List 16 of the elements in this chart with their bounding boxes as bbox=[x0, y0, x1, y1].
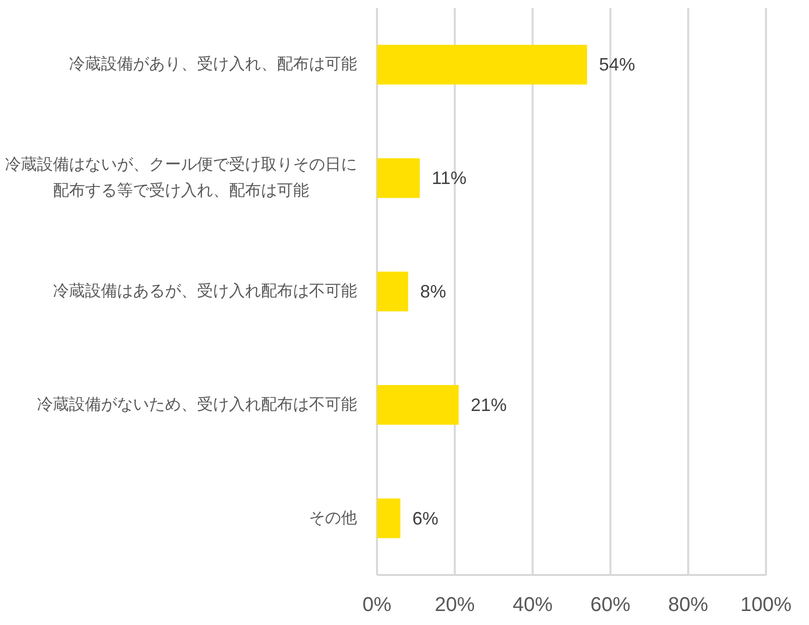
x-tick-label: 100% bbox=[740, 594, 792, 616]
data-label: 11% bbox=[432, 168, 466, 188]
x-tick-label: 60% bbox=[590, 594, 631, 616]
y-tick-label: その他 bbox=[309, 510, 357, 527]
y-tick-label: 冷蔵設備はあるが、受け入れ配布は不可能 bbox=[53, 282, 357, 300]
x-tick-label: 80% bbox=[668, 594, 708, 616]
x-tick-label: 40% bbox=[512, 594, 553, 616]
data-label: 6% bbox=[412, 508, 438, 528]
data-label: 8% bbox=[420, 282, 446, 302]
y-tick-label: 冷蔵設備はないが、クール便で受け取りその日に配布する等で受け入れ、配布は可能 bbox=[5, 156, 357, 200]
x-tick-label: 0% bbox=[362, 594, 392, 616]
data-label: 54% bbox=[599, 54, 636, 75]
y-tick-label: 冷蔵設備がないため、受け入れ配布は不可能 bbox=[37, 395, 357, 414]
data-label: 21% bbox=[470, 394, 507, 415]
y-tick-label: 冷蔵設備があり、受け入れ、配布は可能 bbox=[69, 55, 357, 74]
x-tick-label: 20% bbox=[434, 594, 476, 616]
